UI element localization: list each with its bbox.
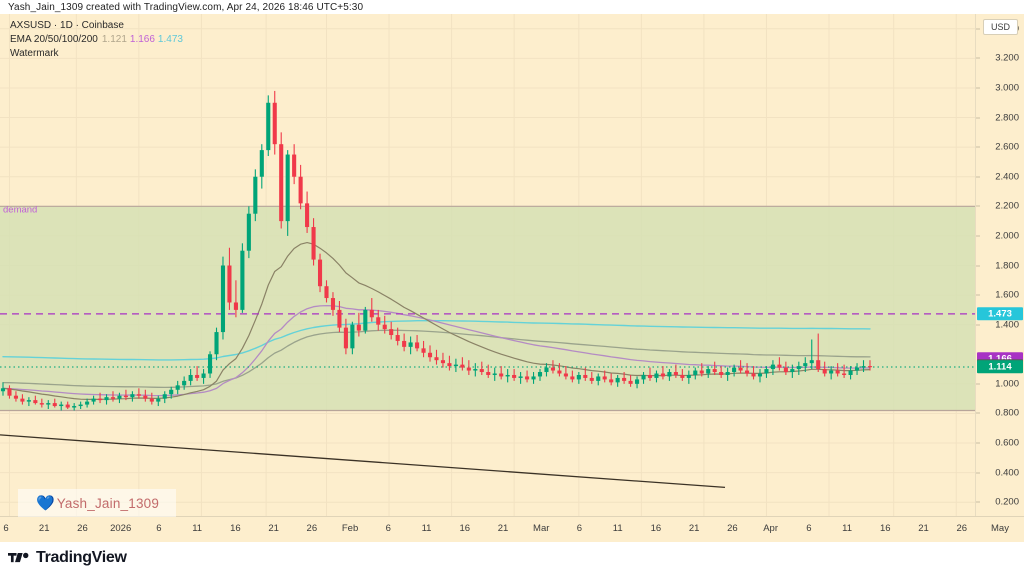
time-tick-label: 11 xyxy=(612,523,623,534)
price-tick-mark xyxy=(976,176,980,178)
price-tick-label: 2.800 xyxy=(995,112,1019,124)
price-tick-mark xyxy=(976,57,980,59)
price-tick-mark xyxy=(976,87,980,89)
time-tick-label: 6 xyxy=(156,523,162,534)
candlestick-chart-canvas[interactable] xyxy=(0,14,976,517)
legend-watermark-row[interactable]: Watermark xyxy=(10,48,59,59)
price-tick-label: 2.000 xyxy=(995,230,1019,242)
price-tick-mark xyxy=(976,442,980,444)
time-tick-label: 26 xyxy=(306,523,318,534)
price-tick-mark xyxy=(976,294,980,296)
time-tick-label: 26 xyxy=(956,523,968,534)
tradingview-logo[interactable]: TradingView xyxy=(8,549,127,567)
price-tick-label: 2.400 xyxy=(995,171,1019,183)
price-tick-label: 1.600 xyxy=(995,289,1019,301)
chart-frame: demand 💙 Yash_Jain_1309 AXSUSD · 1D · Co… xyxy=(0,14,1024,542)
price-tick-label: 1.800 xyxy=(995,260,1019,271)
price-tick-mark xyxy=(976,265,980,266)
user-watermark: 💙 Yash_Jain_1309 xyxy=(18,489,176,517)
price-tick-mark xyxy=(976,472,980,474)
ema-lines xyxy=(2,242,871,400)
price-tick-label: 3.000 xyxy=(995,82,1019,94)
time-tick-label: Mar xyxy=(533,523,550,534)
time-tick-label: 16 xyxy=(459,523,471,534)
chart-legend: AXSUSD · 1D · Coinbase EMA 20/50/100/200… xyxy=(10,19,183,61)
time-tick-label: 2026 xyxy=(110,523,132,534)
blue-heart-icon: 💙 xyxy=(36,494,55,512)
price-tick-mark xyxy=(976,146,980,148)
price-tick-mark xyxy=(976,28,980,30)
time-tick-label: 21 xyxy=(268,523,279,534)
time-tick-label: May xyxy=(991,523,1009,534)
legend-ema50-value: 1.166 xyxy=(129,34,155,45)
time-tick-label: 21 xyxy=(497,523,509,534)
attribution-line: Yash_Jain_1309 created with TradingView.… xyxy=(8,2,364,13)
price-level-lines xyxy=(0,313,976,368)
tradingview-mark-icon xyxy=(8,552,29,562)
price-tick-mark xyxy=(976,117,980,119)
price-axis[interactable]: USD 3.4003.2003.0002.8002.6002.4002.2002… xyxy=(975,14,1024,517)
candle-series xyxy=(0,90,873,411)
demand-zone xyxy=(0,205,976,412)
legend-symbol-row[interactable]: AXSUSD · 1D · Coinbase xyxy=(10,20,124,31)
time-axis[interactable]: 6 21 26 2026 6 11 16 21 26 Feb 6 11 16 21 Mar 6 11 16 21 26… xyxy=(0,516,1024,542)
demand-zone-label: demand xyxy=(3,204,38,216)
legend-ema20-value: 1.121 xyxy=(101,34,127,45)
time-tick-label: 16 xyxy=(880,523,891,534)
time-tick-label: 21 xyxy=(688,523,700,534)
price-tick-mark xyxy=(976,412,980,414)
time-tick-label: 11 xyxy=(842,523,852,534)
price-tick-label: 0.400 xyxy=(995,467,1019,479)
time-tick-label: 11 xyxy=(421,523,432,534)
price-tick-mark xyxy=(976,501,980,503)
footer-bar: TradingView xyxy=(0,542,1024,574)
watermark-username: Yash_Jain_1309 xyxy=(56,495,160,511)
legend-ema-row[interactable]: EMA 20/50/100/200 1.121 1.166 1.473 xyxy=(10,33,183,47)
time-tick-label: Apr xyxy=(763,523,779,534)
time-tick-label: 6 xyxy=(385,523,391,534)
price-tick-mark xyxy=(976,383,980,385)
time-tick-label: Feb xyxy=(341,523,359,534)
time-tick-label: 6 xyxy=(806,523,812,534)
last-price-tag[interactable]: 1.114 xyxy=(977,360,1023,374)
currency-badge[interactable]: USD xyxy=(982,19,1018,35)
time-tick-label: 26 xyxy=(77,523,88,534)
time-tick-label: 6 xyxy=(576,523,583,534)
price-tick-label: 0.200 xyxy=(995,496,1019,508)
legend-ema100-value: 1.473 xyxy=(157,34,183,45)
price-tick-mark xyxy=(976,205,980,207)
trendline-drawing[interactable] xyxy=(0,434,726,489)
price-tick-label: 2.200 xyxy=(995,200,1019,212)
time-tick-label: 16 xyxy=(230,523,241,534)
time-tick-label: 21 xyxy=(38,523,50,534)
price-tick-label: 3.200 xyxy=(995,52,1019,64)
plot-area[interactable]: demand 💙 Yash_Jain_1309 xyxy=(0,14,976,517)
price-tick-label: 0.600 xyxy=(995,437,1019,449)
price-tick-label: 2.600 xyxy=(995,141,1019,153)
legend-ema-label: EMA 20/50/100/200 xyxy=(10,34,98,45)
time-tick-label: 21 xyxy=(918,523,929,534)
time-tick-label: 26 xyxy=(727,523,738,534)
time-tick-label: 11 xyxy=(192,523,203,534)
time-tick-label: 16 xyxy=(650,523,662,534)
tradingview-wordmark: TradingView xyxy=(36,549,127,566)
price-tick-label: 1.400 xyxy=(995,319,1019,331)
price-tick-mark xyxy=(976,235,980,237)
price-tick-label: 1.000 xyxy=(995,378,1019,390)
time-tick-label: 6 xyxy=(3,523,9,534)
price-tick-label: 0.800 xyxy=(995,407,1019,419)
ema100-price-tag[interactable]: 1.473 xyxy=(977,307,1023,321)
price-tick-mark xyxy=(976,324,980,326)
